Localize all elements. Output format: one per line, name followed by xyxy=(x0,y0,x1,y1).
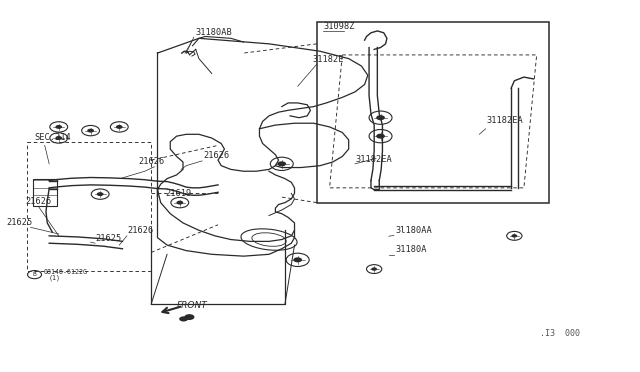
Circle shape xyxy=(277,161,286,166)
Bar xyxy=(33,179,58,206)
Text: SEC.214: SEC.214 xyxy=(35,133,71,142)
Circle shape xyxy=(55,125,62,129)
Text: 3l180AA: 3l180AA xyxy=(395,226,432,235)
Text: 21626: 21626 xyxy=(26,197,52,206)
Text: .I3  000: .I3 000 xyxy=(540,328,580,337)
Text: 31180A: 31180A xyxy=(395,246,427,254)
Circle shape xyxy=(371,267,377,271)
Text: 21626: 21626 xyxy=(127,226,154,235)
Text: 21625: 21625 xyxy=(6,218,33,227)
Circle shape xyxy=(376,134,385,139)
Text: 31180AB: 31180AB xyxy=(195,28,232,37)
Circle shape xyxy=(511,234,517,238)
Text: 21619: 21619 xyxy=(166,189,192,198)
Circle shape xyxy=(376,115,385,120)
Circle shape xyxy=(97,192,104,196)
Bar xyxy=(317,22,549,203)
Text: B: B xyxy=(33,272,36,277)
Text: 21626: 21626 xyxy=(138,157,164,166)
Text: 31182EA: 31182EA xyxy=(487,116,524,125)
Text: 31182EA: 31182EA xyxy=(356,155,392,164)
Circle shape xyxy=(87,129,94,132)
Text: (1): (1) xyxy=(49,275,61,281)
Circle shape xyxy=(55,136,62,140)
Text: 31182E: 31182E xyxy=(312,55,344,64)
Text: 21625: 21625 xyxy=(96,234,122,243)
Circle shape xyxy=(293,257,302,262)
Circle shape xyxy=(184,314,195,320)
Text: 21626: 21626 xyxy=(204,151,230,160)
Circle shape xyxy=(116,125,123,129)
Text: FRONT: FRONT xyxy=(177,301,207,310)
Circle shape xyxy=(179,316,188,321)
Text: 08146-6122G: 08146-6122G xyxy=(44,269,88,275)
Circle shape xyxy=(177,201,183,205)
Text: 31098Z: 31098Z xyxy=(324,22,355,31)
